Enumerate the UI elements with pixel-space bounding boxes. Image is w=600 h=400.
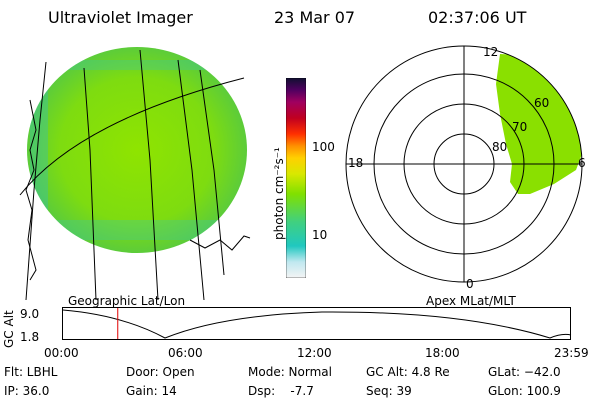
- mlat-label-80: 80: [492, 140, 508, 154]
- timeline-ylabel: GC Alt: [2, 310, 16, 348]
- mlt-label-12: 12: [483, 45, 499, 59]
- left-panel-caption: Geographic Lat/Lon: [68, 294, 186, 308]
- colorbar-tick-100: 100: [312, 140, 335, 154]
- status-filter: Flt: LBHL: [4, 365, 58, 379]
- mlat-label-70: 70: [512, 120, 528, 134]
- instrument-title: Ultraviolet Imager: [48, 8, 193, 27]
- status-glat: GLat: −42.0: [488, 365, 561, 379]
- status-seq: Seq: 39: [366, 384, 412, 398]
- status-gc-alt: GC Alt: 4.8 Re: [366, 365, 450, 379]
- altitude-curve: [62, 309, 572, 339]
- altitude-timeline: [62, 307, 572, 340]
- mlt-label-0: 0: [466, 277, 474, 291]
- earth-disk: [27, 47, 247, 253]
- time-label: 02:37:06 UT: [428, 8, 527, 27]
- status-dsp: Dsp: -7.7: [248, 384, 314, 398]
- mlt-label-6: 6: [578, 156, 586, 170]
- timeline-xtick-2359: 23:59: [554, 346, 589, 360]
- timeline-ytick-high: 9.0: [20, 307, 40, 321]
- right-panel-caption: Apex MLat/MLT: [426, 294, 516, 308]
- timeline-xtick-0000: 00:00: [44, 346, 79, 360]
- colorbar-tick-10: 10: [312, 228, 328, 242]
- status-gain: Gain: 14: [126, 384, 177, 398]
- status-ip: IP: 36.0: [4, 384, 50, 398]
- status-mode: Mode: Normal: [248, 365, 332, 379]
- coastline: [25, 99, 251, 281]
- latitude-line: [19, 77, 245, 196]
- status-door: Door: Open: [126, 365, 195, 379]
- mlat-label-60: 60: [534, 96, 550, 110]
- timeline-xtick-1800: 18:00: [425, 346, 460, 360]
- timeline-xtick-1200: 12:00: [297, 346, 332, 360]
- polar-grid: [345, 45, 583, 283]
- mlt-label-18: 18: [348, 156, 364, 170]
- timeline-xtick-0600: 06:00: [168, 346, 203, 360]
- timeline-ytick-low: 1.8: [20, 330, 40, 344]
- date-label: 23 Mar 07: [274, 8, 356, 27]
- status-glon: GLon: 100.9: [488, 384, 561, 398]
- colorbar-unit-label: photon cm⁻²s⁻¹: [272, 147, 286, 240]
- geographic-image-panel: [19, 47, 251, 300]
- polar-plot-panel: [345, 45, 583, 283]
- color-scale-bar: [286, 78, 306, 278]
